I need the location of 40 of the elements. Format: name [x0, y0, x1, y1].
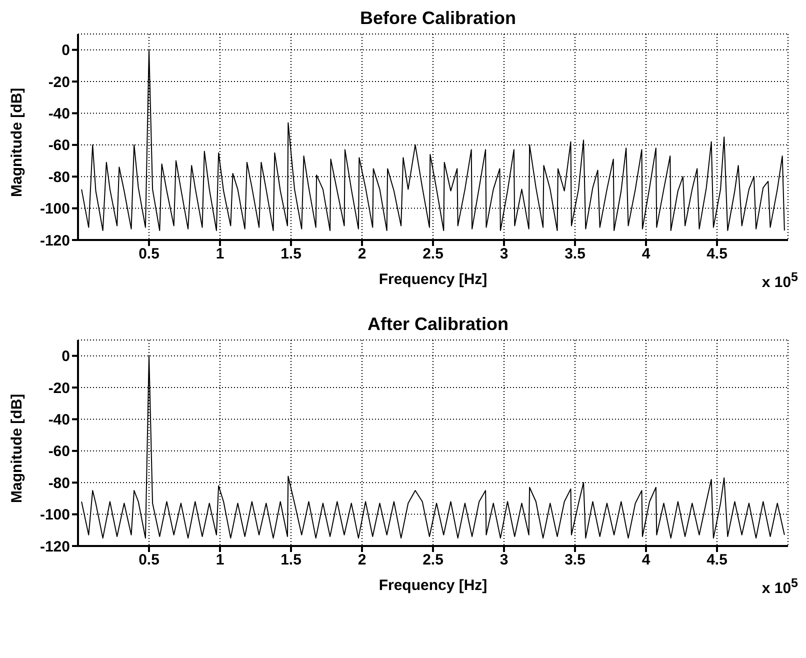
- y-tick-label: -60: [48, 443, 70, 460]
- x-tick-label: 3: [500, 552, 508, 569]
- y-tick-label: -20: [48, 74, 70, 91]
- y-tick-label: -40: [48, 412, 70, 429]
- x-tick-label: 2: [358, 246, 366, 263]
- y-axis-title: Magnitude [dB]: [8, 88, 26, 197]
- x-tick-label: 3.5: [564, 246, 586, 263]
- y-tick-label: -100: [40, 200, 70, 218]
- x-tick-label: 3: [500, 246, 508, 263]
- y-tick-label: -100: [40, 506, 70, 524]
- y-tick-label: -80: [48, 168, 70, 186]
- x-tick-label: 0.5: [138, 552, 160, 569]
- x-tick-label: 1: [216, 246, 224, 263]
- x-axis-title: Frequency [Hz]: [378, 271, 488, 288]
- y-tick-label: -40: [48, 106, 70, 123]
- chart-title: After Calibration: [366, 314, 510, 336]
- x-tick-label: 4.5: [706, 246, 728, 263]
- text: x 10$^{5}$: [762, 575, 798, 598]
- text: x 10$^{5}$: [762, 269, 798, 292]
- x-tick-label: 4.5: [706, 552, 728, 569]
- y-tick-label: -120: [40, 538, 70, 556]
- y-tick-label: -60: [48, 137, 70, 154]
- x-tick-label: 1.5: [280, 246, 302, 263]
- x-tick-label: 4: [642, 246, 651, 263]
- x-tick-label: 0.5: [138, 246, 160, 263]
- x-tick-label: 2.5: [422, 552, 444, 569]
- y-tick-label: -120: [40, 232, 70, 250]
- chart-title: Before Calibration: [358, 8, 518, 30]
- y-tick-label: 0: [62, 42, 70, 60]
- y-tick-label: -20: [48, 380, 70, 397]
- x-tick-label: 2.5: [422, 246, 444, 263]
- x-tick-label: 2: [358, 552, 366, 569]
- y-tick-label: 0: [62, 348, 70, 366]
- x-tick-label: 3.5: [564, 552, 586, 569]
- y-axis-title: Magnitude [dB]: [8, 394, 26, 503]
- x-axis-title: Frequency [Hz]: [378, 577, 488, 594]
- x-tick-label: 1: [216, 552, 224, 569]
- y-tick-label: -80: [48, 474, 70, 492]
- x-tick-label: 1.5: [280, 552, 302, 569]
- x-tick-label: 4: [642, 552, 651, 569]
